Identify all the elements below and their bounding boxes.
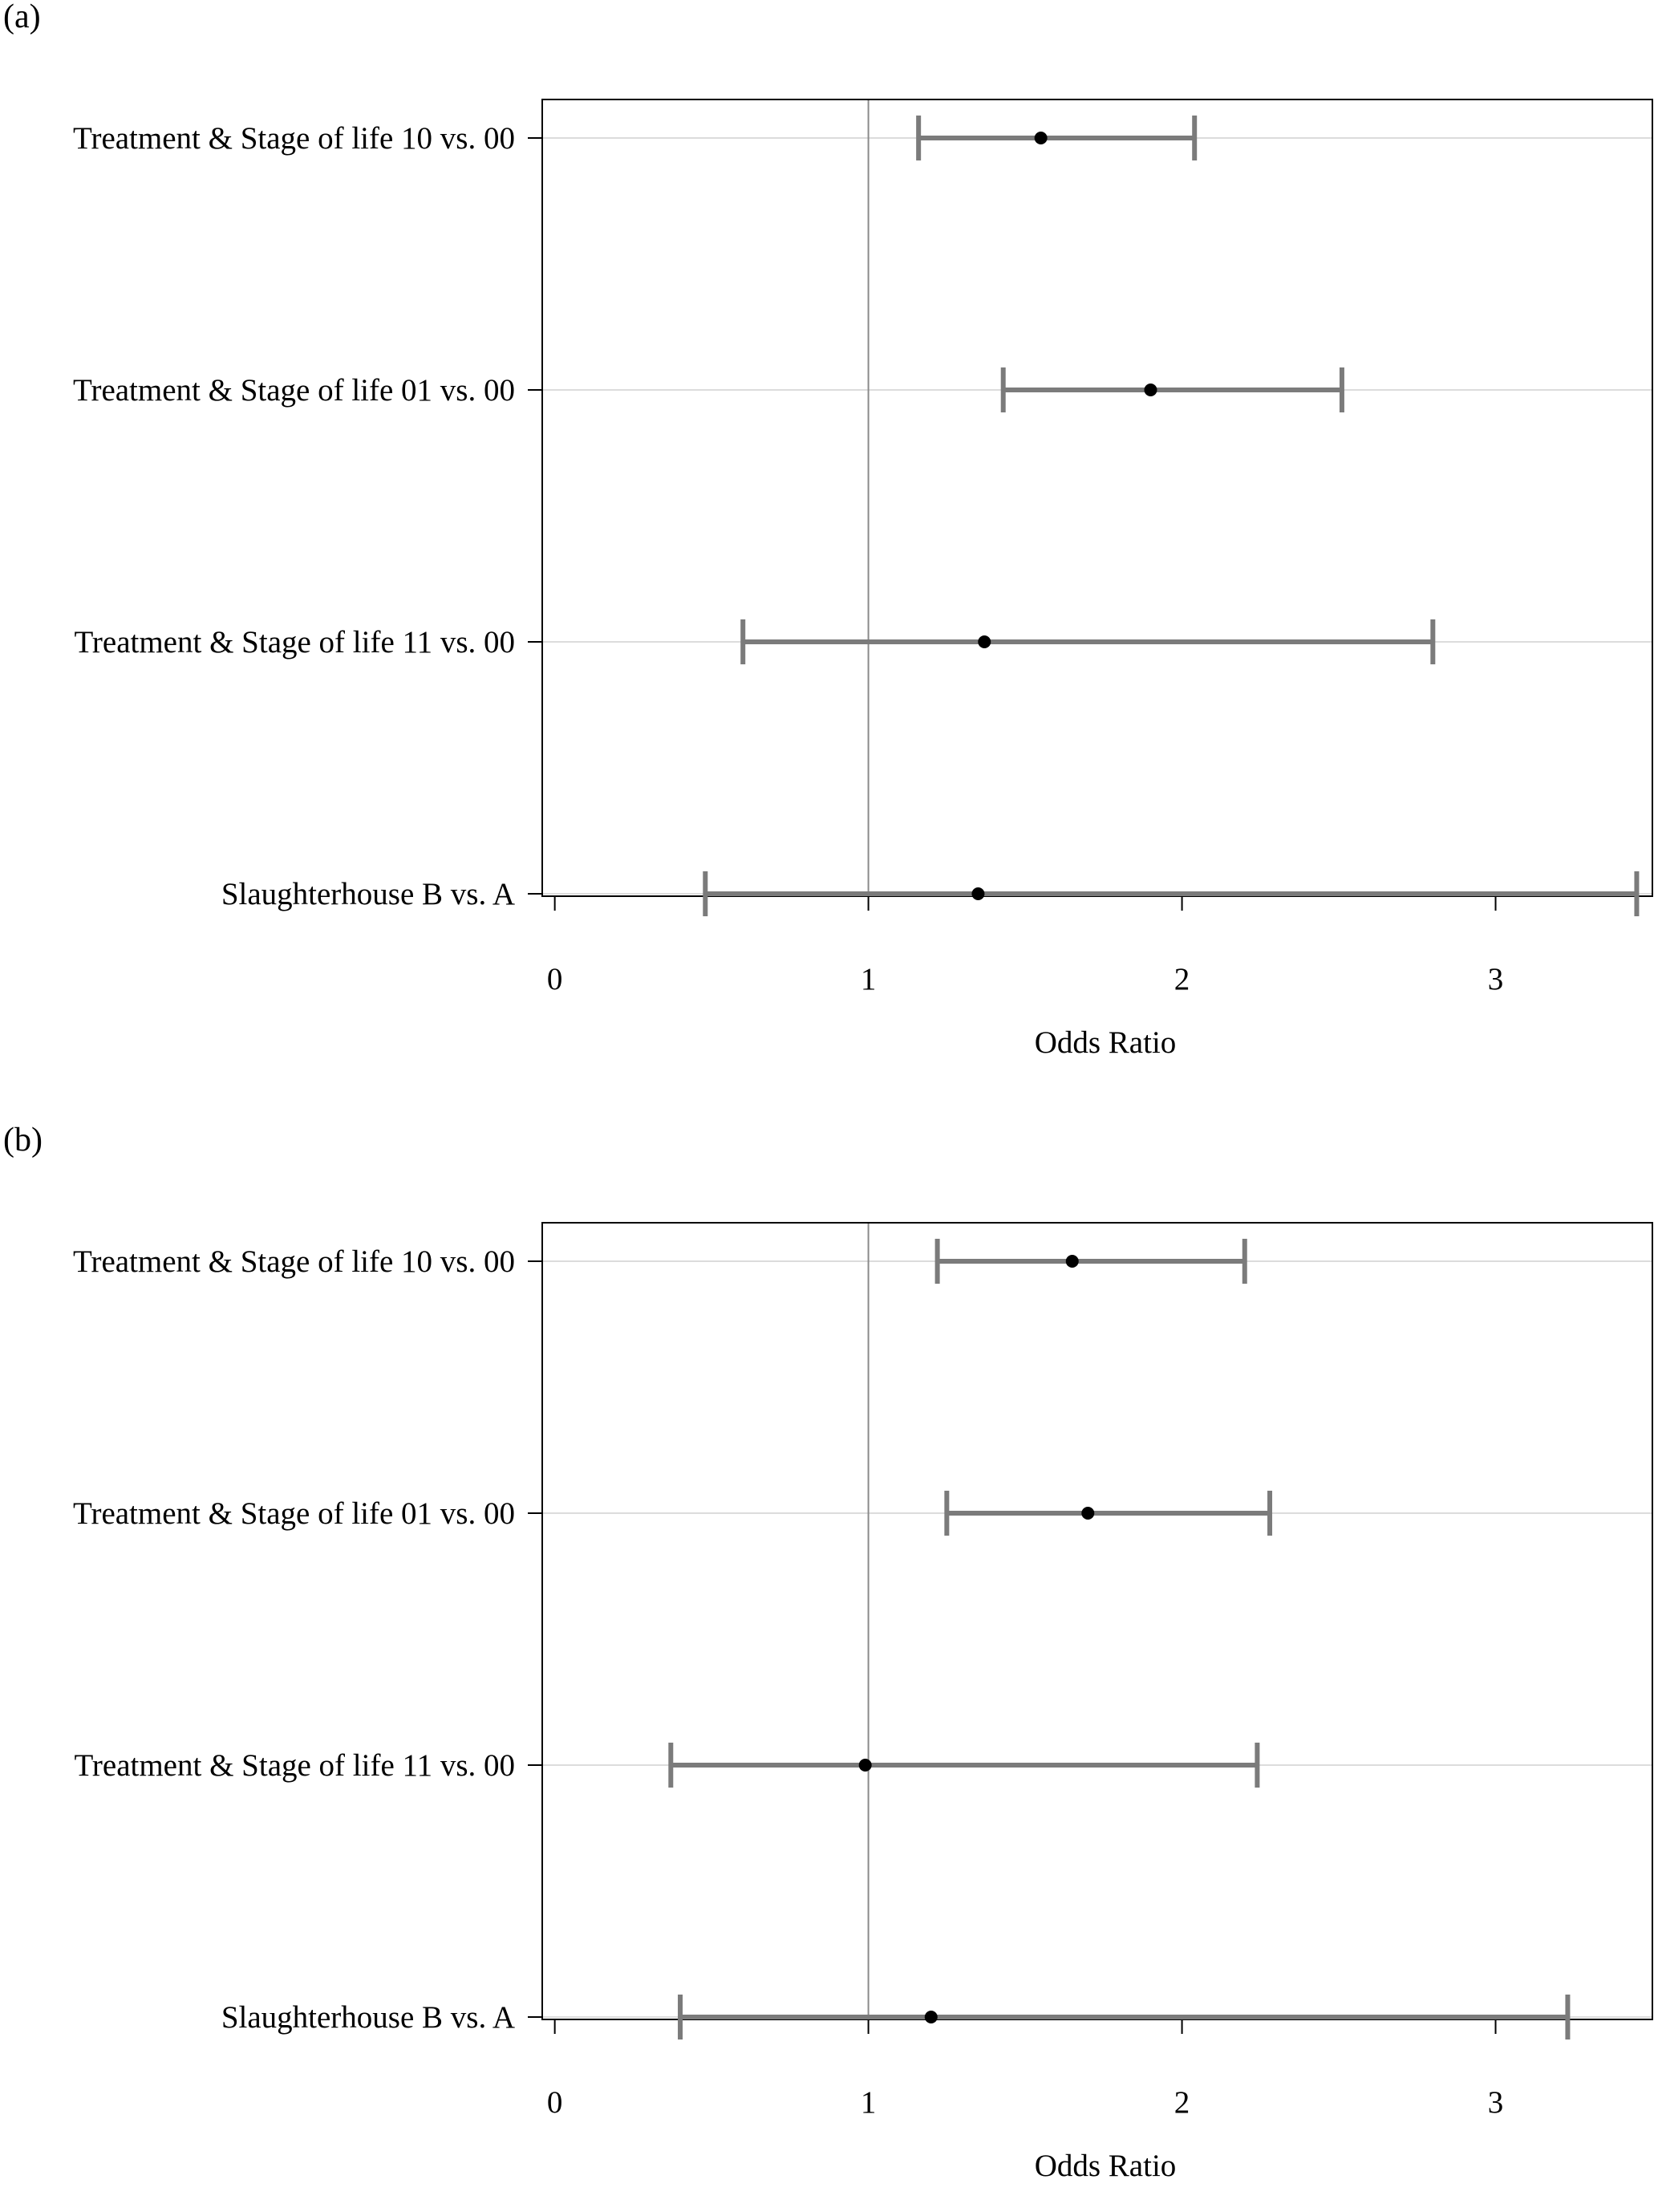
x-tick-label: 3 xyxy=(1488,962,1504,996)
x-tick-label: 3 xyxy=(1488,2085,1504,2120)
x-tick-label: 1 xyxy=(861,962,877,996)
point-estimate xyxy=(858,1759,872,1772)
point-estimate xyxy=(1065,1255,1079,1268)
forest-plot-b: Treatment & Stage of life 10 vs. 00 Treat… xyxy=(73,1222,1653,2183)
x-tick-label: 1 xyxy=(861,2085,877,2120)
point-estimate xyxy=(924,2011,938,2023)
plot-frame xyxy=(541,1222,1653,2020)
point-estimate xyxy=(971,887,985,900)
forest-plot-a: Treatment & Stage of life 10 vs. 00 Treat… xyxy=(73,99,1653,1060)
point-estimate xyxy=(1144,384,1157,396)
chart-panel-a: (a) Treatment & Stage of life 10 vs. 00 T… xyxy=(0,0,1658,1089)
x-tick-label: 2 xyxy=(1174,962,1190,996)
x-tick-label: 0 xyxy=(547,2085,563,2120)
x-axis-label: Odds Ratio xyxy=(1035,1025,1177,1060)
category-label: Treatment & Stage of life 01 vs. 00 xyxy=(73,373,515,408)
point-estimate xyxy=(1081,1507,1095,1520)
x-tick-label: 0 xyxy=(547,962,563,996)
category-label: Treatment & Stage of life 11 vs. 00 xyxy=(74,1748,515,1783)
panel-label: (b) xyxy=(3,1122,43,1159)
point-estimate xyxy=(1034,132,1048,144)
x-axis-label: Odds Ratio xyxy=(1035,2149,1177,2183)
category-label: Treatment & Stage of life 01 vs. 00 xyxy=(73,1496,515,1531)
x-tick-label: 2 xyxy=(1174,2085,1190,2120)
point-estimate xyxy=(978,635,991,648)
category-label: Treatment & Stage of life 10 vs. 00 xyxy=(73,1244,515,1279)
category-label: Slaughterhouse B vs. A xyxy=(221,877,515,911)
panel-label: (a) xyxy=(3,0,41,35)
category-label: Treatment & Stage of life 11 vs. 00 xyxy=(74,625,515,660)
chart-panel-b: (b) Treatment & Stage of life 10 vs. 00 T… xyxy=(0,1123,1658,2212)
category-label: Treatment & Stage of life 10 vs. 00 xyxy=(73,121,515,156)
plot-frame xyxy=(541,99,1653,897)
category-label: Slaughterhouse B vs. A xyxy=(221,2000,515,2035)
